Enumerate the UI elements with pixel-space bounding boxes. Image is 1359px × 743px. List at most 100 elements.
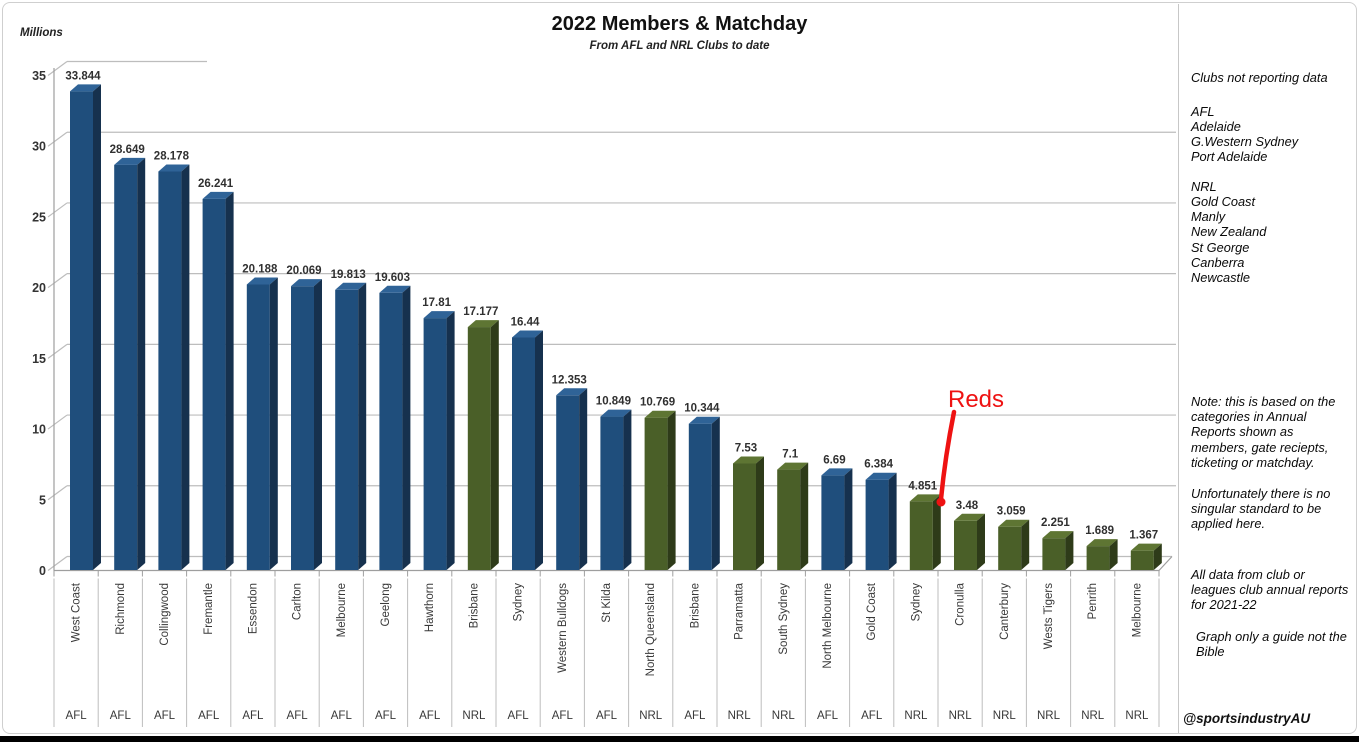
y-tick-label: 25 — [32, 210, 46, 224]
not-reporting-afl-list: Adelaide G.Western Sydney Port Adelaide — [1191, 119, 1298, 165]
bar-afl — [600, 416, 624, 570]
bar-afl — [291, 286, 314, 570]
note-source: All data from club or leagues club annua… — [1191, 567, 1349, 613]
gridline-depth-tick — [47, 131, 68, 147]
league-label: AFL — [596, 710, 618, 722]
club-label: Collingwood — [159, 583, 171, 646]
bar-afl — [202, 198, 226, 570]
bar-value-label: 33.844 — [65, 70, 101, 82]
bar-top-face — [467, 320, 499, 328]
bar-value-label: 7.1 — [782, 449, 799, 461]
bar-value-label: 19.603 — [375, 272, 410, 284]
bar-afl — [423, 318, 447, 570]
bar-value-label: 10.769 — [640, 397, 675, 409]
bar-value-label: 6.384 — [864, 459, 893, 471]
bar-side-face — [402, 285, 411, 570]
bar-value-label: 1.367 — [1129, 530, 1158, 542]
annotation-arrow-end-dot — [936, 497, 946, 507]
y-tick-label: 20 — [32, 281, 46, 295]
side-notes-panel: Clubs not reporting data AFL Adelaide G.W… — [1191, 0, 1357, 735]
bar-side-face — [314, 279, 322, 570]
bar-top-face — [202, 191, 234, 199]
bar-top-face — [379, 285, 411, 293]
club-label: Sydney — [513, 583, 525, 622]
bar-top-face — [600, 409, 632, 417]
bar-side-face — [977, 513, 985, 570]
bar-value-label: 4.851 — [908, 480, 937, 492]
club-label: Sydney — [910, 583, 922, 622]
bar-top-face — [335, 282, 367, 290]
not-reporting-club: New Zealand — [1191, 224, 1267, 240]
club-label: St Kilda — [601, 582, 613, 622]
club-label: Canterbury — [999, 583, 1011, 640]
league-label: AFL — [861, 710, 883, 722]
bar-nrl — [777, 469, 801, 570]
league-label: AFL — [66, 710, 88, 722]
club-label: Parramatta — [734, 582, 746, 639]
bar-nrl — [1086, 546, 1110, 570]
bar-value-label: 3.48 — [956, 500, 979, 512]
bar-top-face — [1042, 531, 1074, 539]
club-label: Cronulla — [955, 582, 967, 625]
bar-nrl — [909, 501, 933, 570]
gridline-depth-tick — [47, 485, 68, 501]
bar-top-face — [777, 462, 809, 470]
y-tick-label: 15 — [32, 352, 46, 366]
club-label: Wests Tigers — [1043, 583, 1055, 649]
bar-value-label: 26.241 — [198, 178, 234, 190]
bar-value-label: 10.849 — [596, 396, 631, 408]
bar-value-label: 28.649 — [110, 144, 145, 156]
club-label: Carlton — [292, 583, 304, 620]
gridline-depth-tick — [47, 556, 68, 571]
bar-side-face — [888, 472, 897, 570]
gridline-depth-tick — [47, 61, 68, 76]
league-label: AFL — [508, 710, 530, 722]
bar-side-face — [844, 468, 853, 570]
not-reporting-club: Newcastle — [1191, 270, 1251, 286]
bar-afl — [688, 423, 712, 570]
not-reporting-club: Port Adelaide — [1191, 149, 1268, 165]
bar-value-label: 20.069 — [286, 265, 321, 277]
bar-nrl — [644, 417, 668, 570]
not-reporting-club: Gold Coast — [1191, 194, 1256, 209]
y-tick-label: 30 — [32, 140, 46, 154]
bar-top-face — [423, 311, 455, 319]
league-label: NRL — [728, 710, 752, 722]
watermark-handle: @sportsindustryAU — [1183, 711, 1311, 726]
bar-side-face — [1109, 539, 1118, 570]
club-label: Brisbane — [468, 583, 480, 628]
bar-top-face — [291, 279, 322, 287]
y-tick-label: 35 — [32, 69, 46, 83]
not-reporting-club: G.Western Sydney — [1191, 134, 1299, 150]
bar-top-face — [644, 410, 676, 418]
bar-afl — [512, 337, 535, 570]
league-label: NRL — [904, 710, 928, 722]
club-label: Geelong — [380, 583, 392, 626]
league-label: AFL — [287, 710, 309, 722]
league-label: AFL — [684, 710, 706, 722]
league-label: AFL — [331, 710, 353, 722]
bar-value-label: 28.178 — [154, 150, 190, 162]
bar-side-face — [932, 494, 941, 570]
bar-value-label: 17.177 — [463, 306, 498, 318]
league-label: NRL — [1037, 710, 1061, 722]
bar-value-label: 2.251 — [1041, 517, 1070, 529]
bar-side-face — [269, 277, 278, 570]
y-axis-unit-label: Millions — [20, 27, 63, 39]
not-reporting-club: Manly — [1191, 209, 1226, 225]
club-label: Hawthorn — [424, 583, 436, 632]
bar-top-face — [114, 157, 146, 165]
bar-side-face — [535, 330, 543, 570]
league-label: AFL — [242, 710, 264, 722]
gridline-depth-tick — [47, 414, 68, 430]
bar-side-face — [1021, 519, 1030, 570]
bar-top-face — [998, 519, 1030, 527]
club-label: Richmond — [115, 583, 127, 635]
club-label: Melbourne — [336, 583, 348, 637]
bar-nrl — [467, 327, 491, 570]
not-reporting-nrl-list: Gold Coast Manly New Zealand St George Canbe… — [1191, 194, 1266, 285]
bar-top-face — [865, 472, 897, 480]
league-label: AFL — [198, 710, 220, 722]
club-label: West Coast — [71, 582, 83, 642]
